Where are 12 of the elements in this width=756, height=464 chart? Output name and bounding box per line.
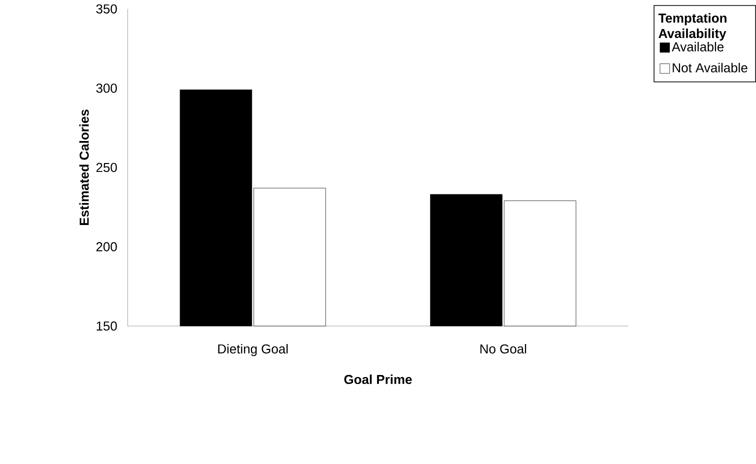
x-tick-label: No Goal [480,344,526,354]
y-axis-title: Estimated Calories [79,110,89,226]
legend-label: Available [672,42,724,52]
x-axis-title: Goal Prime [344,374,412,384]
y-tick-label: 150 [96,321,117,331]
legend-title: Temptation Availability [658,13,726,41]
y-tick-label: 300 [96,84,117,93]
y-tick-label: 350 [96,4,117,14]
legend-label: Not Available [672,62,748,72]
x-tick-label: Dieting Goal [218,344,288,356]
y-tick-label: 250 [96,162,117,172]
y-tick-label: 200 [96,242,117,252]
